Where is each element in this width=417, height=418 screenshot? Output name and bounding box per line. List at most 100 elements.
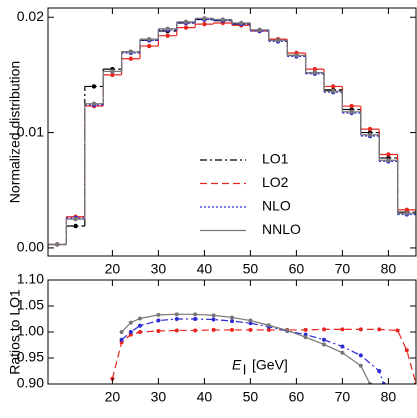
marker [220,17,225,22]
marker [230,315,234,320]
marker [312,70,317,75]
marker [266,327,271,332]
x-tick-label: 60 [289,389,305,405]
y-tick-label: 0.90 [17,375,44,391]
marker [303,335,308,340]
marker [230,327,234,332]
marker [230,319,234,324]
marker [119,330,124,334]
marker [55,242,60,247]
ratio-line [121,313,371,384]
x-tick-label: 30 [151,261,167,277]
x-tick-label: 50 [243,389,259,405]
ratio-line [121,318,385,384]
marker [91,101,97,106]
marker [340,344,345,349]
y-axis-label: Normalized distribution [7,61,23,203]
marker [147,43,152,49]
x-axis-label: l [243,362,246,378]
marker [312,66,317,72]
marker [358,363,363,368]
x-tick-label: 40 [197,389,213,405]
legend-label: LO1 [262,151,289,167]
x-axis-label: E [232,357,242,373]
marker [193,312,198,317]
marker [349,109,354,115]
marker [119,337,124,342]
marker [156,312,161,317]
marker [138,316,142,321]
marker [128,320,133,325]
x-tick-label: 30 [151,389,167,405]
marker [174,328,179,333]
marker [303,327,308,332]
marker [404,348,409,353]
marker [331,84,336,89]
x-axis-label: [GeV] [252,357,288,373]
plot-area [110,312,416,384]
marker [128,330,133,334]
marker [174,312,179,317]
marker [248,318,253,323]
marker [202,16,207,21]
plot-frame [47,7,417,257]
plot-area [48,16,416,247]
x-tick-label: 70 [335,389,351,405]
marker [377,327,382,332]
marker [367,126,373,132]
marker [239,20,244,26]
marker [285,328,290,333]
y-tick-label: 0.02 [17,8,44,24]
x-tick-label: 40 [197,261,213,277]
x-tick-label: 20 [105,389,121,405]
y-tick-label: 1.05 [17,297,44,313]
marker [156,318,161,323]
x-tick-label: 80 [381,389,397,405]
marker [165,26,170,31]
marker [193,317,198,321]
marker [386,152,391,157]
y-tick-label: 1.00 [17,323,44,339]
x-tick-label: 60 [289,261,305,277]
marker [110,69,115,74]
marker [349,103,354,109]
marker [340,350,345,355]
marker [340,327,345,332]
marker [147,36,152,42]
legend-label: NLO [262,198,291,214]
marker [404,207,409,213]
legend-label: LO2 [262,174,289,190]
ratio-line [111,328,416,384]
marker [211,313,216,318]
marker [248,327,253,332]
x-tick-label: 20 [105,261,121,277]
marker [165,33,170,38]
marker [110,72,115,78]
x-tick-label: 50 [243,261,259,277]
y-axis-label: Ratios to LO1 [7,289,23,375]
marker [322,342,326,347]
y-tick-label: 0.00 [17,239,44,255]
plot-frame [47,279,417,385]
marker [275,38,281,43]
marker [174,317,179,321]
marker [358,327,363,332]
marker [322,337,326,342]
marker [367,132,373,138]
marker [128,56,133,61]
marker [193,328,198,333]
x-tick-label: 70 [335,261,351,277]
marker [183,19,189,25]
marker [404,211,409,216]
marker [377,369,382,373]
marker [138,330,142,334]
marker [211,317,216,322]
marker [73,223,78,229]
marker [156,328,161,333]
legend-label: NNLO [262,221,301,237]
marker [266,323,271,328]
x-tick-label: 80 [381,261,397,277]
marker [91,84,97,89]
marker [294,53,299,58]
